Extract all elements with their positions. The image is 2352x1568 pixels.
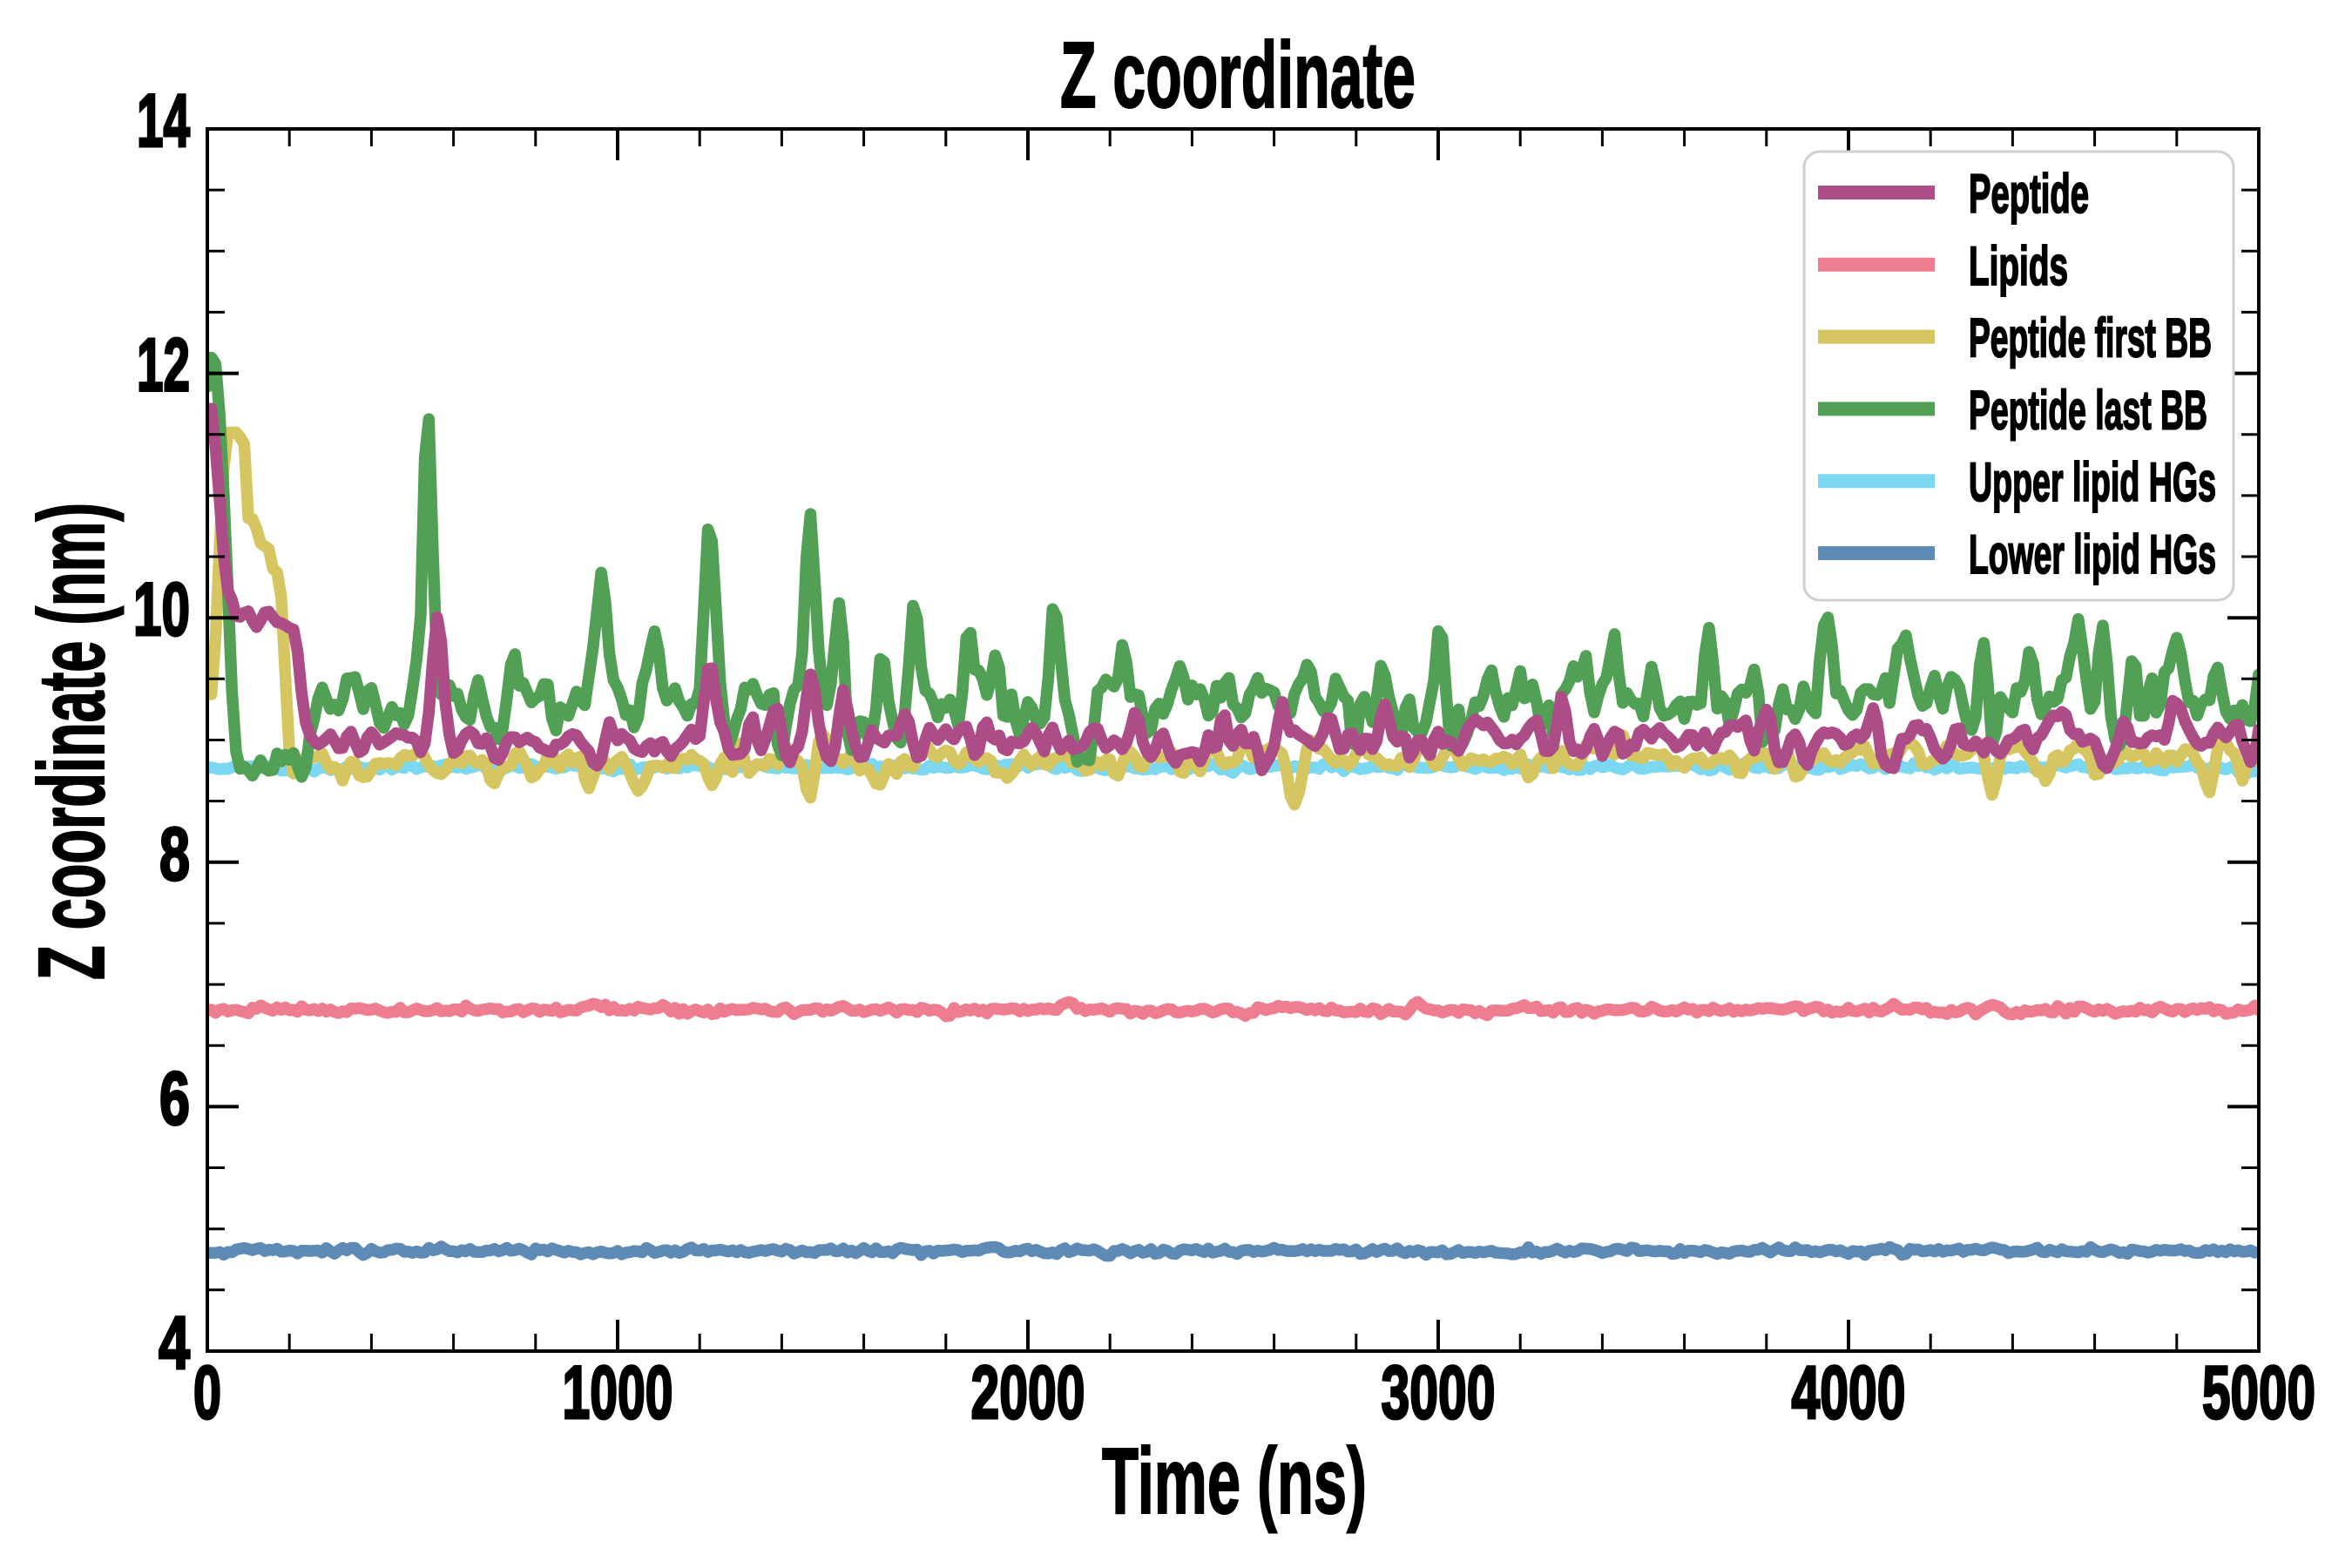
svg-text:6: 6 [159, 1057, 190, 1140]
svg-text:Z coordinate: Z coordinate [1060, 22, 1416, 127]
svg-text:Time (ns): Time (ns) [1102, 1428, 1367, 1533]
svg-text:10: 10 [133, 568, 190, 652]
svg-text:0: 0 [193, 1351, 221, 1435]
svg-text:12: 12 [137, 324, 190, 408]
svg-text:4: 4 [159, 1301, 190, 1385]
svg-text:14: 14 [137, 79, 190, 163]
svg-text:1000: 1000 [563, 1351, 673, 1435]
svg-text:Upper lipid HGs: Upper lipid HGs [1969, 452, 2216, 513]
svg-text:Peptide: Peptide [1969, 164, 2089, 225]
svg-text:Lower lipid HGs: Lower lipid HGs [1969, 524, 2216, 585]
svg-text:3000: 3000 [1382, 1351, 1496, 1435]
svg-text:Lipids: Lipids [1969, 236, 2068, 297]
svg-text:Z coordinate (nm): Z coordinate (nm) [18, 503, 124, 980]
svg-text:Peptide first BB: Peptide first BB [1969, 308, 2212, 369]
svg-text:4000: 4000 [1792, 1351, 1906, 1435]
svg-text:5000: 5000 [2202, 1351, 2315, 1435]
svg-text:8: 8 [159, 813, 190, 896]
svg-text:2000: 2000 [971, 1351, 1085, 1435]
svg-text:Peptide last BB: Peptide last BB [1969, 380, 2207, 441]
